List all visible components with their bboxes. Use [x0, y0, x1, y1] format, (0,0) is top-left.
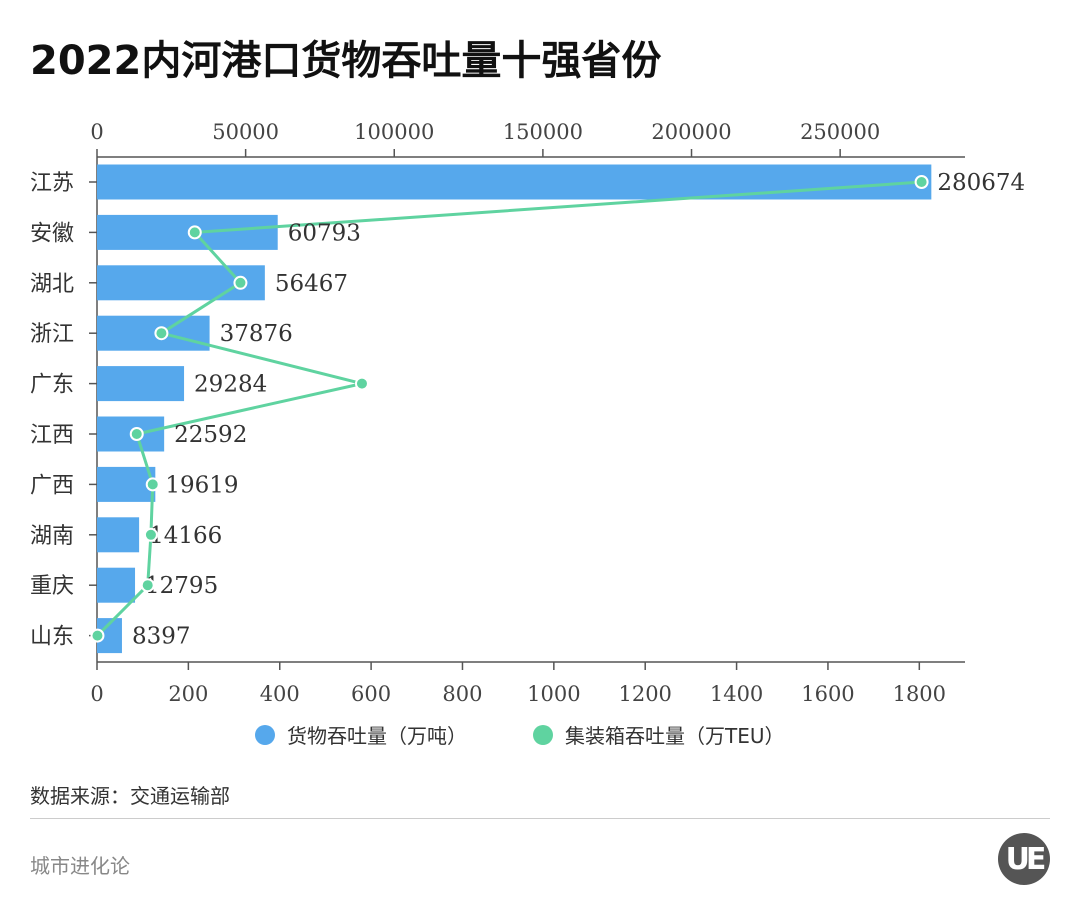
line-point	[145, 477, 160, 492]
bottom-axis-tick-label: 1600	[801, 682, 854, 706]
top-axis-tick-label: 250000	[800, 120, 880, 144]
bar	[97, 315, 210, 351]
top-axis-tick-label: 200000	[651, 120, 731, 144]
bar-data-label: 14166	[149, 523, 222, 549]
bar	[97, 214, 278, 250]
brand-name: 城市进化论	[30, 854, 130, 878]
legend-label: 货物吞吐量（万吨）	[287, 724, 467, 748]
bar	[97, 466, 156, 502]
line-point	[140, 578, 155, 593]
category-label: 山东	[30, 625, 74, 650]
line-point	[129, 427, 144, 441]
bottom-axis-tick-label: 1800	[893, 682, 946, 706]
bottom-axis-tick-label: 1200	[618, 682, 671, 706]
line-point	[143, 527, 158, 542]
bar-data-label: 19619	[165, 472, 238, 498]
top-axis-tick-label: 0	[90, 120, 103, 144]
divider	[30, 818, 1050, 819]
chart: 0 50000 100000 150000 200000 250000 0 200 400 600…	[30, 120, 1025, 748]
line-point	[233, 275, 248, 290]
bottom-axis-tick-label: 1000	[527, 682, 580, 706]
data-source: 数据来源：交通运输部	[30, 784, 230, 808]
line-point	[154, 326, 169, 341]
category-label: 湖南	[30, 524, 74, 549]
bar	[97, 567, 136, 603]
category-label: 广东	[30, 373, 74, 398]
bottom-axis-tick-label: 600	[351, 682, 391, 706]
bar	[97, 366, 185, 402]
bar	[97, 517, 140, 553]
bottom-axis-tick-label: 0	[90, 682, 103, 706]
line-point	[187, 225, 202, 240]
line-point	[914, 175, 929, 189]
category-label: 江西	[30, 423, 74, 448]
line-series	[96, 180, 922, 637]
chart-title: 2022内河港口货物吞吐量十强省份	[30, 38, 662, 84]
bar-data-label: 8397	[132, 624, 191, 650]
bar-data-label: 60793	[288, 220, 361, 246]
line-point	[354, 376, 369, 391]
bottom-axis-tick-label: 400	[260, 682, 300, 706]
bar-data-label: 56467	[275, 271, 348, 297]
bar-data-label: 280674	[937, 170, 1025, 196]
bar-data-label: 12795	[145, 573, 218, 599]
legend-marker	[533, 725, 553, 745]
category-label: 广西	[30, 473, 74, 498]
line-point	[90, 628, 105, 643]
bar	[97, 164, 932, 200]
bottom-axis-tick-label: 200	[168, 682, 208, 706]
category-label: 重庆	[30, 574, 74, 599]
top-axis-tick-label: 50000	[212, 120, 279, 144]
category-label: 湖北	[30, 272, 74, 297]
bottom-axis-tick-label: 1400	[710, 682, 763, 706]
bottom-axis-tick-label: 800	[442, 682, 482, 706]
bar-data-label: 37876	[220, 321, 293, 347]
top-axis-tick-label: 150000	[503, 120, 583, 144]
category-label: 江苏	[30, 171, 74, 196]
top-axis-tick-label: 100000	[354, 120, 434, 144]
brand-logo: UE	[998, 833, 1050, 885]
category-label: 浙江	[30, 322, 74, 347]
legend-label: 集装箱吞吐量（万TEU）	[565, 724, 785, 748]
bar-data-label: 29284	[194, 372, 267, 398]
bar-data-label: 22592	[174, 422, 247, 448]
legend-marker	[255, 725, 275, 745]
category-label: 安徽	[30, 221, 74, 246]
